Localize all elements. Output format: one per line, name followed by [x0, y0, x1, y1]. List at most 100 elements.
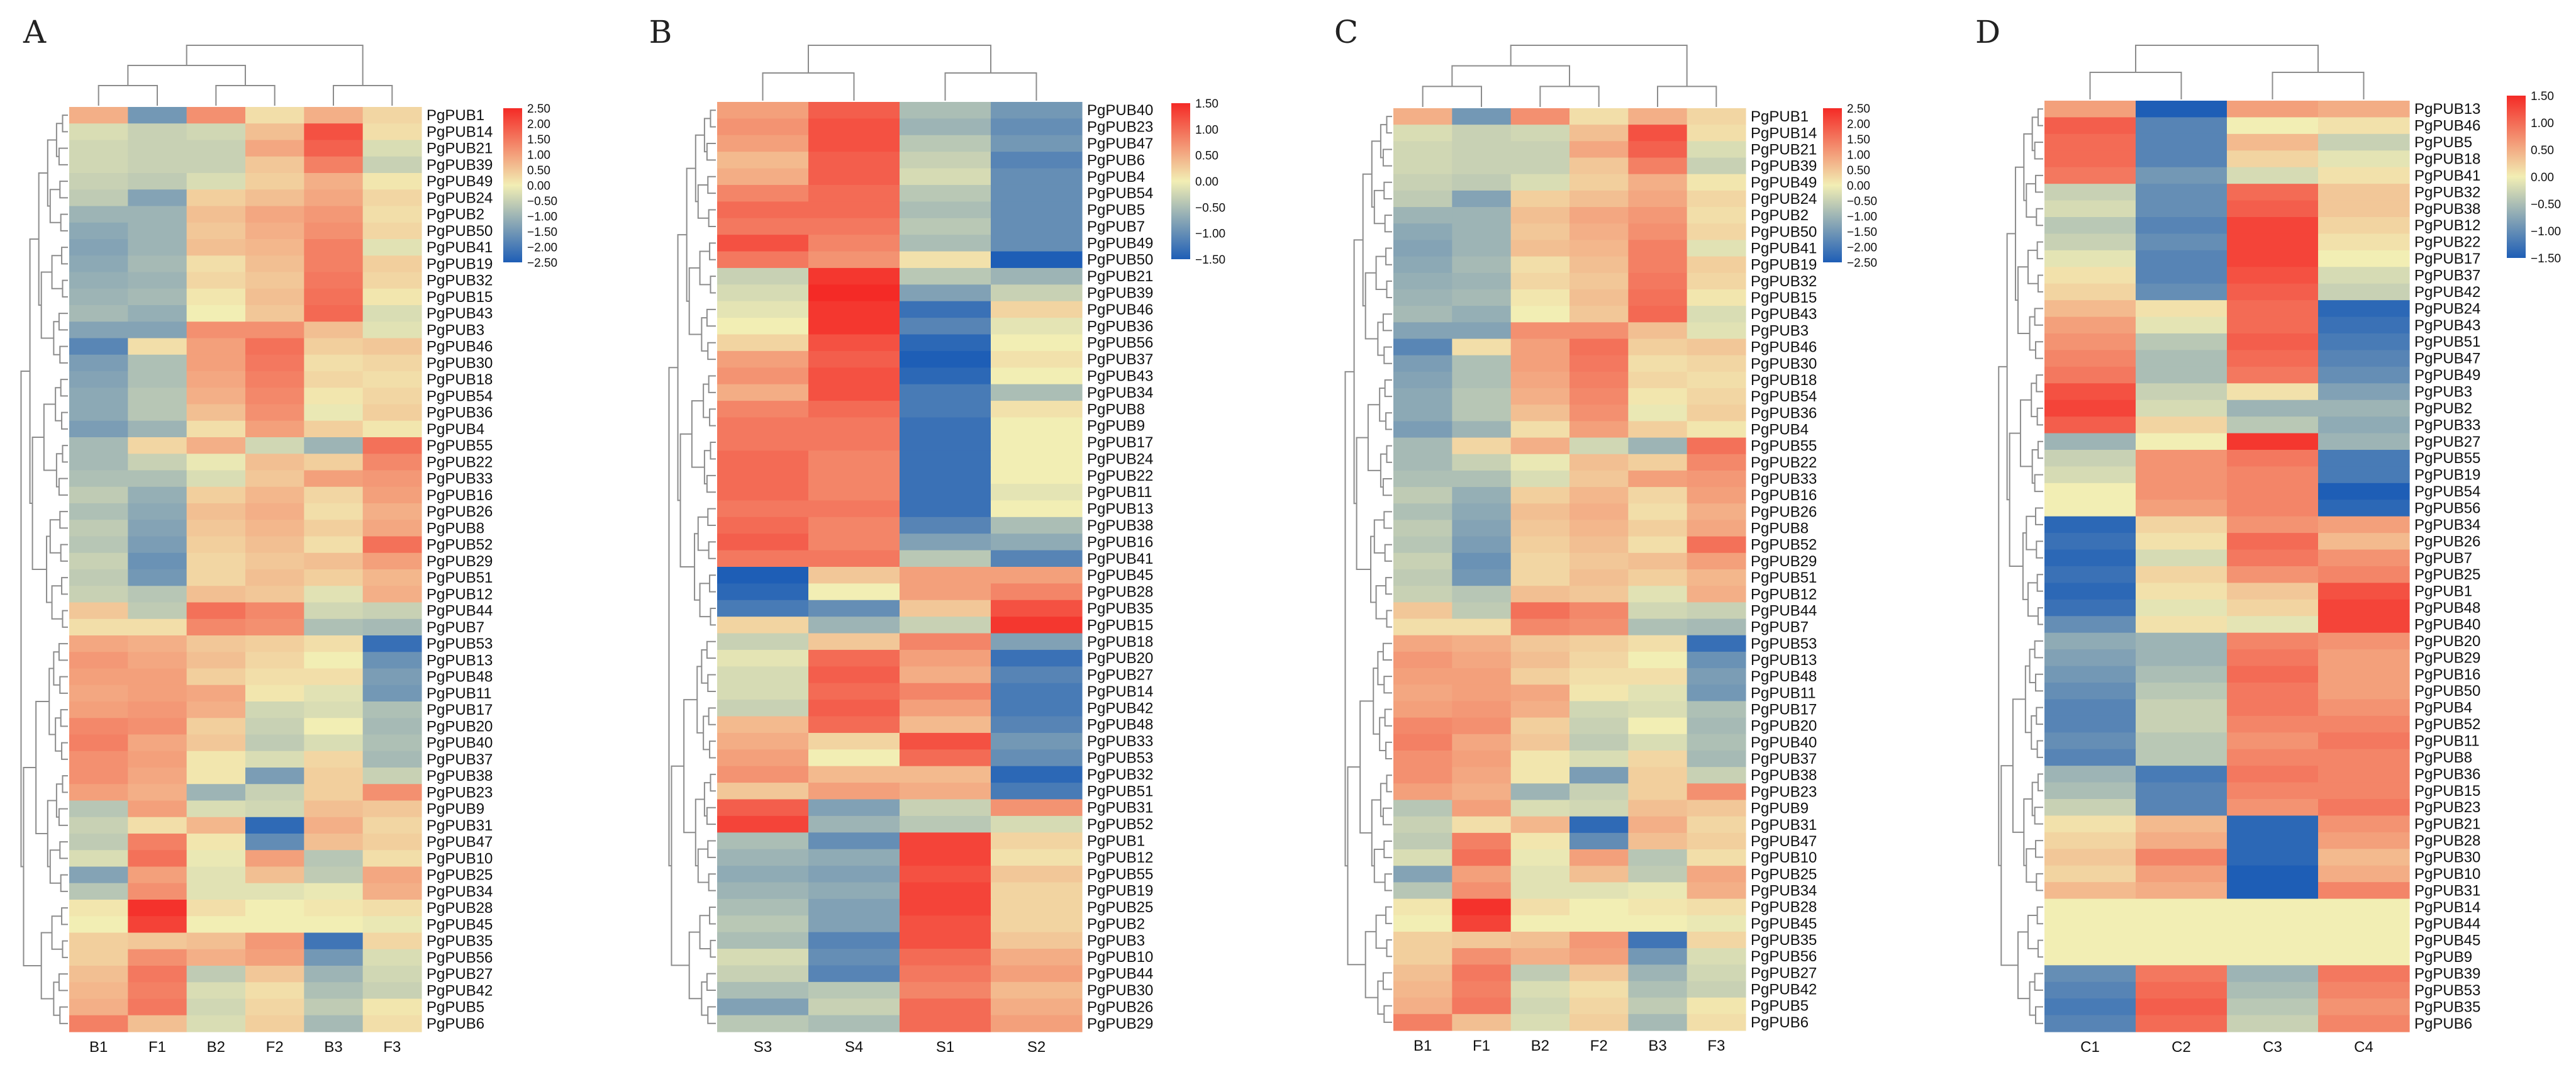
heatmap-cell — [2044, 898, 2136, 916]
heatmap-cell — [991, 401, 1083, 418]
heatmap-cell — [991, 517, 1083, 534]
heatmap-cell — [1628, 800, 1688, 817]
heatmap-cell — [2136, 683, 2228, 700]
row-label: PgPUB32 — [427, 272, 493, 289]
row-dendrogram — [668, 109, 716, 1024]
row-label: PgPUB17 — [1087, 434, 1153, 451]
heatmap-cell — [991, 102, 1083, 119]
heatmap-cell — [2044, 981, 2136, 999]
heatmap-cell — [1628, 338, 1688, 356]
heatmap-cell — [2227, 133, 2319, 151]
heatmap-cell — [1687, 141, 1746, 159]
heatmap-cell — [808, 267, 900, 285]
heatmap-cell — [1452, 931, 1512, 949]
heatmap-cell — [808, 218, 900, 235]
heatmap-cell — [900, 716, 991, 734]
heatmap-cell — [1570, 997, 1629, 1015]
heatmap-cell — [1510, 174, 1570, 191]
heatmap-cell — [2136, 167, 2228, 184]
heatmap-cell — [1628, 915, 1688, 932]
row-label: PgPUB7 — [1751, 619, 1809, 636]
legend-tick-label: 0.00 — [527, 180, 550, 193]
heatmap-cell — [2044, 932, 2136, 949]
heatmap-cell — [1687, 684, 1746, 702]
row-label: PgPUB19 — [427, 255, 493, 272]
row-label: PgPUB12 — [2414, 217, 2480, 234]
heatmap-cell — [1510, 800, 1570, 817]
heatmap-cell — [991, 168, 1083, 186]
heatmap-cell — [1687, 289, 1746, 306]
heatmap-cell — [2318, 233, 2410, 251]
row-label: PgPUB7 — [427, 619, 484, 636]
heatmap-cell — [304, 371, 364, 388]
heatmap-cell — [991, 915, 1083, 933]
heatmap-cell — [1687, 717, 1746, 735]
heatmap-cell — [991, 135, 1083, 152]
heatmap-cell — [991, 683, 1083, 700]
heatmap-cell — [2318, 898, 2410, 916]
heatmap-cell — [245, 586, 304, 603]
heatmap-cell — [717, 915, 809, 933]
row-label: PgPUB43 — [1087, 367, 1153, 384]
heatmap-cell — [900, 467, 991, 484]
row-label: PgPUB12 — [1087, 849, 1153, 866]
heatmap-cell — [808, 732, 900, 750]
heatmap-cell — [808, 318, 900, 335]
heatmap-cell — [1393, 141, 1452, 159]
heatmap-cell — [808, 417, 900, 435]
heatmap-cell — [717, 284, 809, 302]
row-label: PgPUB27 — [2414, 433, 2480, 450]
row-label: PgPUB29 — [427, 553, 493, 570]
row-label: PgPUB38 — [2414, 201, 2480, 218]
heatmap-cell — [2318, 333, 2410, 351]
heatmap-cell — [808, 184, 900, 202]
heatmap-cell — [69, 998, 128, 1016]
legend-tick-label: 2.00 — [527, 118, 550, 131]
heatmap-cell — [1510, 454, 1570, 471]
heatmap-cell — [2318, 849, 2410, 866]
row-label: PgPUB30 — [427, 355, 493, 372]
heatmap-cell — [362, 618, 422, 636]
heatmap-cell — [1628, 388, 1688, 405]
heatmap-cell — [991, 417, 1083, 435]
heatmap-cell — [808, 832, 900, 850]
heatmap-cell — [1510, 503, 1570, 521]
heatmap-cell — [900, 932, 991, 949]
heatmap-cell — [1393, 421, 1452, 439]
row-label: PgPUB2 — [1087, 915, 1145, 932]
heatmap-cell — [1452, 174, 1512, 191]
column-label: F2 — [266, 1039, 284, 1056]
heatmap-cell — [717, 649, 809, 667]
heatmap-cell — [69, 866, 128, 884]
heatmap-cell — [69, 107, 128, 124]
legend-tick-label: 1.00 — [1195, 123, 1218, 137]
heatmap-cell — [2044, 965, 2136, 983]
legend-tick-label: 1.00 — [527, 149, 550, 162]
heatmap-cell — [69, 255, 128, 273]
heatmap-panel-C: CPgPUB1PgPUB14PgPUB21PgPUB39PgPUB49PgPUB… — [1334, 14, 1877, 1054]
heatmap-cell — [245, 817, 304, 834]
legend-tick-label: −1.00 — [1195, 228, 1225, 241]
heatmap-cell — [1570, 536, 1629, 554]
heatmap-cell — [1452, 207, 1512, 224]
heatmap-cell — [245, 288, 304, 306]
heatmap-cell — [1452, 832, 1512, 850]
heatmap-cell — [808, 898, 900, 916]
row-label: PgPUB47 — [2414, 350, 2480, 367]
heatmap-cell — [128, 602, 187, 620]
heatmap-cell — [362, 388, 422, 405]
panel-label: B — [649, 14, 672, 50]
heatmap-cell — [900, 500, 991, 518]
heatmap-cell — [362, 454, 422, 471]
heatmap-cell — [1510, 487, 1570, 504]
heatmap-cell — [2227, 483, 2319, 500]
heatmap-cell — [2318, 649, 2410, 667]
heatmap-cell — [1452, 306, 1512, 323]
heatmap-cell — [1510, 866, 1570, 883]
heatmap-cell — [1452, 289, 1512, 306]
column-label: C1 — [2080, 1039, 2100, 1056]
heatmap-cell — [128, 718, 187, 735]
heatmap-cell — [1510, 157, 1570, 175]
heatmap-cell — [128, 288, 187, 306]
heatmap-cell — [69, 536, 128, 554]
